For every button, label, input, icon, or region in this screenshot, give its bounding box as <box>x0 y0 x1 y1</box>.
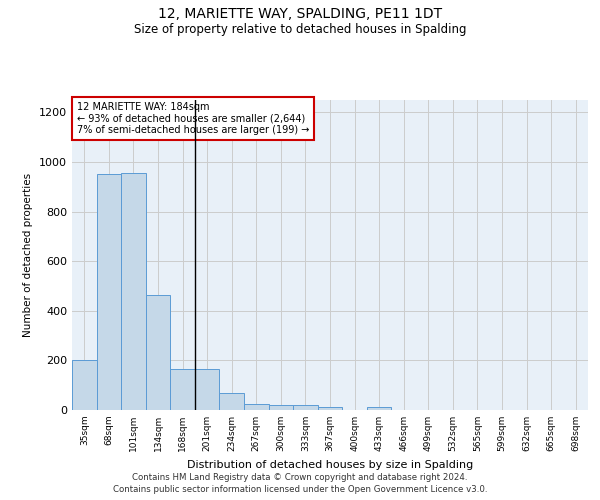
Bar <box>220 392 244 410</box>
Bar <box>244 404 269 410</box>
Bar <box>146 294 170 410</box>
Bar <box>269 405 293 410</box>
Bar <box>195 369 220 410</box>
Bar <box>318 407 342 410</box>
Bar <box>293 405 318 410</box>
Bar <box>367 407 391 410</box>
Bar <box>170 369 195 410</box>
Text: Size of property relative to detached houses in Spalding: Size of property relative to detached ho… <box>134 22 466 36</box>
Text: 12 MARIETTE WAY: 184sqm
← 93% of detached houses are smaller (2,644)
7% of semi-: 12 MARIETTE WAY: 184sqm ← 93% of detache… <box>77 102 310 134</box>
Y-axis label: Number of detached properties: Number of detached properties <box>23 173 34 337</box>
Text: Contains HM Land Registry data © Crown copyright and database right 2024.: Contains HM Land Registry data © Crown c… <box>132 472 468 482</box>
Text: Contains public sector information licensed under the Open Government Licence v3: Contains public sector information licen… <box>113 485 487 494</box>
Bar <box>121 173 146 410</box>
Bar <box>72 360 97 410</box>
Text: 12, MARIETTE WAY, SPALDING, PE11 1DT: 12, MARIETTE WAY, SPALDING, PE11 1DT <box>158 8 442 22</box>
X-axis label: Distribution of detached houses by size in Spalding: Distribution of detached houses by size … <box>187 460 473 469</box>
Bar <box>97 174 121 410</box>
